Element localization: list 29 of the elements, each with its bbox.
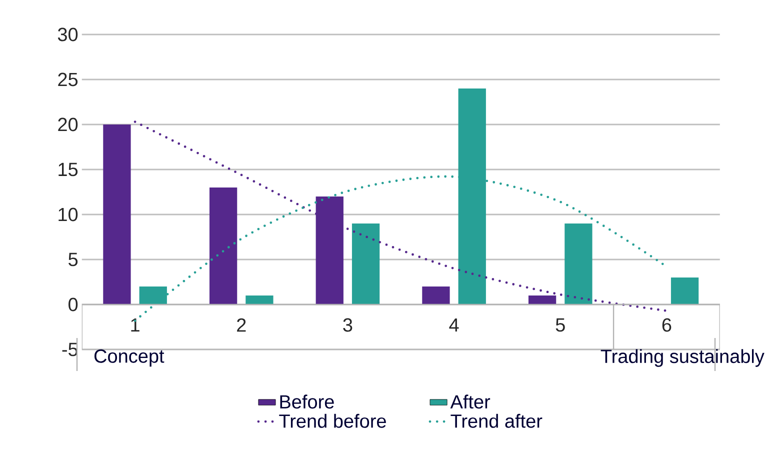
legend-label: Trend before (279, 414, 386, 428)
bar (422, 286, 450, 304)
line-series (134, 120, 668, 312)
y-tick-label: 0 (68, 298, 78, 312)
legend-label: Before (280, 394, 334, 409)
y-tick-label: 25 (58, 72, 78, 86)
bar (564, 224, 592, 304)
y-tick-label: 15 (58, 162, 78, 176)
legend-label: Trend after (450, 414, 542, 428)
legend-label: After (450, 394, 490, 409)
x-tick-label: 6 (662, 318, 672, 332)
x-tick-label: 3 (343, 318, 352, 332)
x-tick-label: 2 (237, 318, 246, 332)
bar (316, 196, 344, 304)
y-tick-label: 10 (58, 208, 78, 222)
x-tick-label: 5 (556, 318, 565, 332)
y-tick-label: 20 (58, 118, 78, 132)
bar (352, 224, 380, 304)
bar (528, 296, 556, 304)
y-tick-label: 5 (68, 252, 78, 266)
bar (670, 278, 699, 304)
bar (139, 286, 167, 304)
annotation: Trading sustainably (600, 349, 764, 367)
bar (209, 188, 238, 304)
annotation: Concept (94, 349, 164, 367)
x-tick-label: 4 (449, 318, 459, 332)
bar (103, 124, 131, 304)
y-tick-label: 30 (58, 28, 78, 42)
bar (246, 296, 274, 304)
